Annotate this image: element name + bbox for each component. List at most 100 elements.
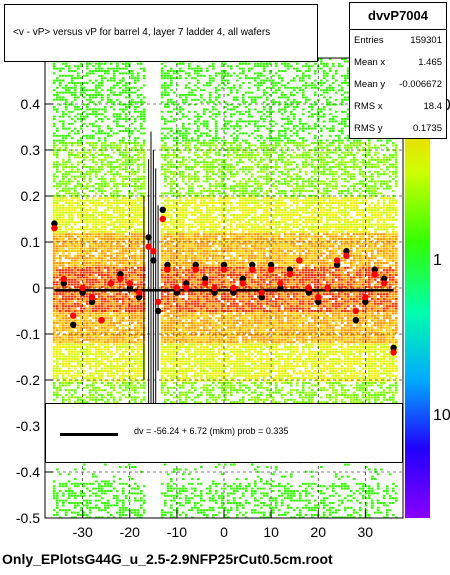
black-point bbox=[51, 220, 58, 227]
file-name-footer: Only_EPlotsG44G_u_2.5-2.9NFP25rCut0.5cm.… bbox=[2, 551, 333, 567]
red-point bbox=[305, 284, 312, 292]
stat-row-mean-y: Mean y -0.006672 bbox=[354, 74, 442, 96]
black-point bbox=[249, 261, 256, 269]
red-point bbox=[286, 271, 294, 278]
black-point bbox=[211, 289, 218, 296]
red-point bbox=[154, 298, 162, 305]
black-point bbox=[305, 289, 312, 296]
stat-label: Mean y bbox=[354, 79, 386, 90]
black-point bbox=[201, 275, 209, 282]
black-point bbox=[220, 261, 228, 269]
black-point bbox=[154, 307, 162, 315]
y-tick-label: -0.3 bbox=[16, 418, 40, 434]
palette-label: 1 bbox=[433, 252, 442, 269]
y-tick-label: 0.4 bbox=[21, 96, 41, 112]
red-point bbox=[371, 271, 378, 278]
red-point bbox=[79, 284, 86, 292]
stat-row-rms-y: RMS y 0.1735 bbox=[354, 118, 442, 140]
red-point bbox=[150, 248, 157, 255]
black-point bbox=[390, 344, 397, 351]
red-point bbox=[88, 294, 96, 301]
red-point bbox=[324, 284, 331, 292]
black-point bbox=[117, 271, 124, 278]
black-point bbox=[192, 261, 199, 269]
stat-row-rms-x: RMS x 18.4 bbox=[354, 96, 442, 118]
black-point bbox=[230, 289, 237, 296]
black-point bbox=[173, 289, 181, 296]
fit-legend-box: dv = -56.24 + 6.72 (mkm) prob = 0.335 bbox=[45, 403, 403, 463]
red-point bbox=[51, 225, 58, 232]
stats-box: dvvP7004 Entries 159301 Mean x 1.465 Mea… bbox=[349, 2, 447, 139]
y-tick-label: 0.3 bbox=[21, 142, 41, 158]
red-point bbox=[352, 307, 360, 315]
red-point bbox=[98, 317, 105, 324]
red-point bbox=[164, 266, 171, 273]
black-point bbox=[371, 266, 378, 273]
stat-label: Entries bbox=[354, 35, 384, 46]
red-point bbox=[173, 284, 181, 292]
red-point bbox=[333, 257, 341, 264]
red-point bbox=[277, 280, 284, 287]
red-point bbox=[183, 284, 190, 292]
black-point bbox=[159, 206, 166, 213]
black-point bbox=[126, 284, 133, 292]
red-point bbox=[159, 215, 166, 223]
stats-title: dvvP7004 bbox=[350, 3, 446, 30]
black-point bbox=[267, 261, 275, 269]
red-point bbox=[60, 275, 68, 282]
black-point bbox=[380, 275, 388, 282]
red-point bbox=[390, 349, 397, 356]
red-point bbox=[211, 284, 218, 292]
red-point bbox=[296, 257, 303, 264]
red-point bbox=[362, 294, 369, 301]
black-point bbox=[164, 261, 171, 269]
stat-value: 0.1735 bbox=[412, 123, 442, 134]
red-point bbox=[107, 280, 115, 287]
error-bars bbox=[143, 131, 159, 445]
red-point bbox=[380, 280, 388, 287]
y-tick-label: 0 bbox=[32, 280, 40, 296]
palette-label: 10 bbox=[433, 407, 450, 424]
plot-title: <v - vP> versus vP for barrel 4, layer 7… bbox=[13, 27, 271, 38]
fit-legend-text: dv = -56.24 + 6.72 (mkm) prob = 0.335 bbox=[134, 426, 289, 436]
black-point bbox=[277, 284, 284, 292]
stat-row-mean-x: Mean x 1.465 bbox=[354, 52, 442, 74]
red-point bbox=[117, 275, 124, 282]
stat-value: -0.006672 bbox=[399, 79, 442, 90]
black-point bbox=[150, 257, 157, 264]
black-point bbox=[183, 280, 190, 287]
fit-legend-line bbox=[60, 433, 118, 436]
x-tick-label: -10 bbox=[167, 524, 187, 540]
black-point bbox=[258, 294, 265, 301]
red-point bbox=[249, 266, 256, 273]
axes: 0.4 0.3 0.2 0.1 0 -0.1 -0.2 -0.3 -0.4 -0.5 -30 -20 -… bbox=[16, 57, 404, 540]
red-point bbox=[220, 266, 228, 273]
black-point bbox=[136, 294, 143, 301]
x-tick-label: 30 bbox=[358, 524, 374, 540]
y-tick-label: 0.2 bbox=[21, 188, 41, 204]
red-point bbox=[267, 266, 275, 273]
stat-row-entries: Entries 159301 bbox=[354, 30, 442, 52]
stat-label: RMS x bbox=[354, 101, 383, 112]
black-point bbox=[315, 298, 322, 305]
y-tick-label: 0.1 bbox=[21, 234, 41, 250]
black-point bbox=[79, 289, 86, 296]
red-point bbox=[192, 266, 199, 273]
black-point bbox=[70, 321, 77, 328]
stat-label: Mean x bbox=[354, 57, 386, 68]
stat-value: 1.465 bbox=[418, 57, 442, 68]
red-point bbox=[258, 289, 265, 296]
red-point bbox=[126, 280, 133, 287]
red-point bbox=[230, 284, 237, 292]
red-point bbox=[343, 252, 350, 259]
black-point bbox=[352, 317, 360, 324]
x-tick-label: -30 bbox=[73, 524, 93, 540]
stat-value: 159301 bbox=[410, 35, 442, 46]
black-point bbox=[362, 298, 369, 305]
black-point bbox=[145, 234, 152, 241]
black-point bbox=[343, 248, 350, 255]
black-point bbox=[333, 261, 341, 269]
title-box: <v - vP> versus vP for barrel 4, layer 7… bbox=[4, 4, 318, 62]
red-point bbox=[136, 289, 143, 296]
black-point bbox=[286, 266, 294, 273]
